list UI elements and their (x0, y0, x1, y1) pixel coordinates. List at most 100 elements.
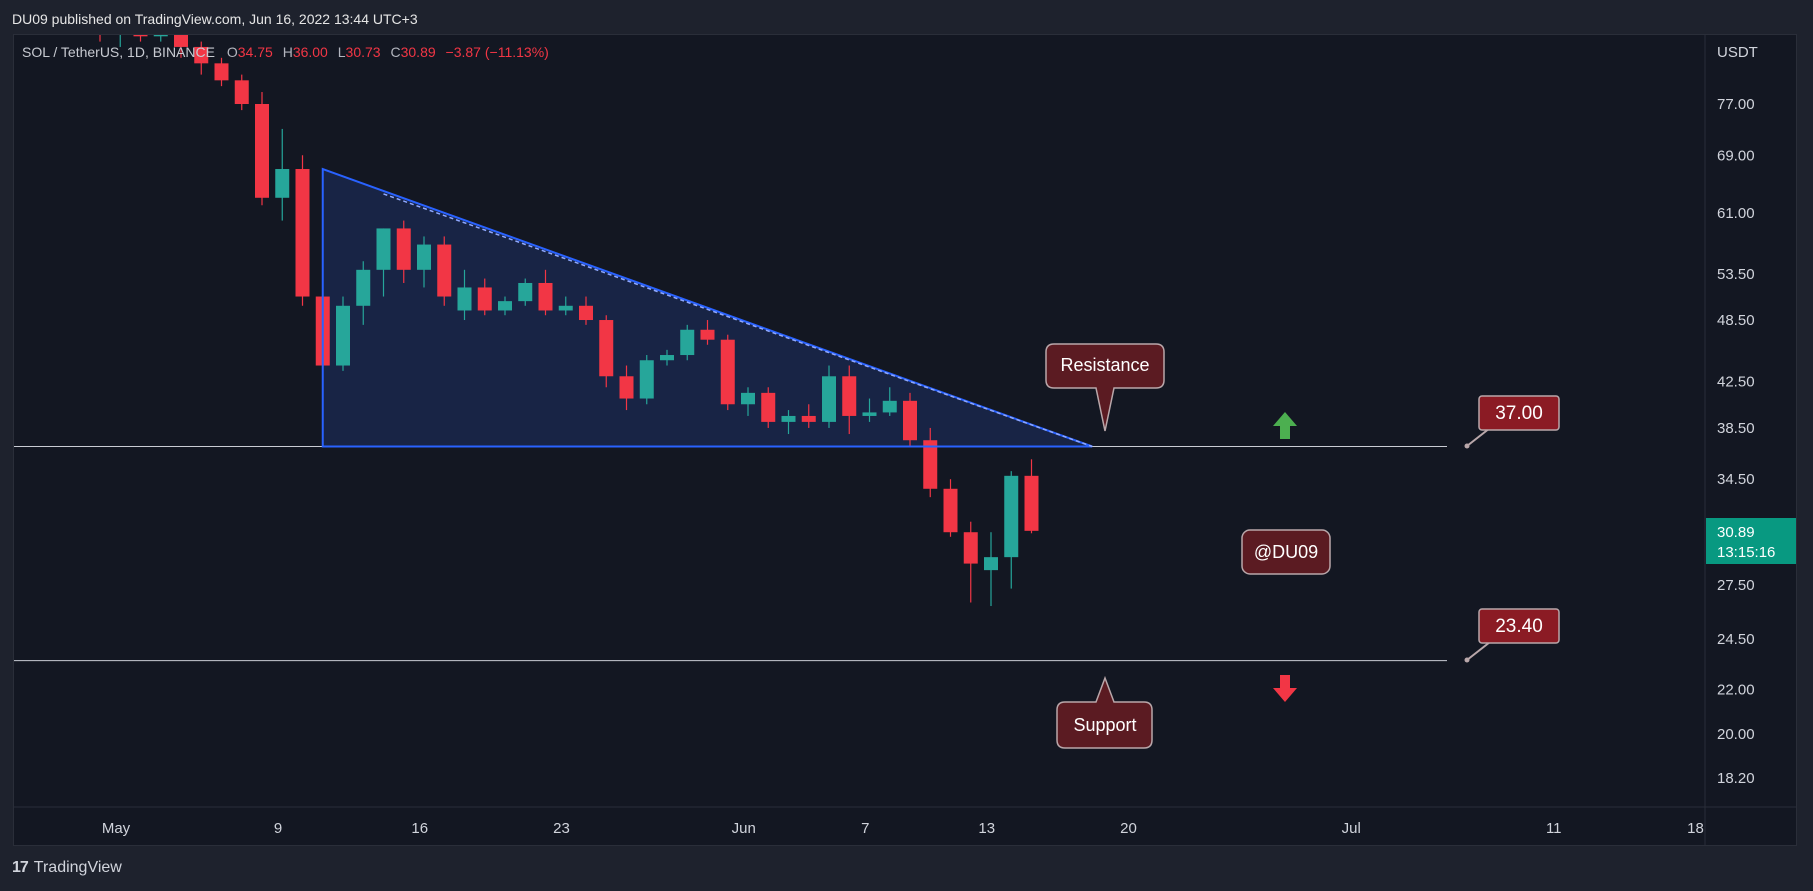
price-axis-tick: 22.00 (1717, 681, 1755, 698)
price-axis-tick: 34.50 (1717, 471, 1755, 488)
candle (457, 269, 472, 321)
candle (882, 387, 897, 416)
candle-body (660, 355, 674, 361)
candle (842, 365, 857, 435)
current-price-badge: 30.89 13:15:16 (1706, 518, 1796, 564)
candle (194, 41, 209, 75)
candle-body (963, 532, 978, 564)
arrow-down-icon (1273, 675, 1297, 702)
time-axis-tick: 7 (861, 820, 869, 837)
time-axis-tick: 9 (274, 820, 282, 837)
legend-open-label: O (226, 44, 238, 60)
legend-high-label: H (282, 44, 293, 60)
candle-body (417, 244, 431, 270)
symbol-legend: SOL / TetherUS, 1D, BINANCE O34.75 H36.0… (22, 44, 549, 60)
tradingview-logo[interactable]: 17 TradingView (12, 859, 122, 877)
candle-body (538, 282, 553, 311)
candle-body (923, 440, 938, 489)
resistance-callout-label: Resistance (1060, 355, 1149, 375)
candle (761, 387, 776, 428)
candle (558, 296, 573, 316)
candle (498, 296, 512, 316)
candle-body (518, 282, 533, 302)
candle (599, 315, 614, 388)
author-tag-label: @DU09 (1254, 542, 1318, 562)
support-callout[interactable]: Support (1056, 675, 1153, 749)
candle-body (336, 305, 350, 366)
price-label-2340[interactable]: 23.40 (1464, 608, 1560, 663)
legend-close-label: C (390, 44, 401, 60)
candle-body (93, 0, 107, 31)
candle (295, 155, 310, 306)
candle (619, 365, 634, 411)
candle-body (396, 228, 411, 270)
price-axis-ticks[interactable]: 77.00 69.00 61.00 53.50 48.50 42.50 38.50 34.50… (1717, 96, 1755, 787)
tradingview-logo-icon: 17 (12, 859, 29, 876)
time-axis-tick: 20 (1120, 820, 1137, 837)
candle-body (153, 35, 168, 37)
time-axis-ticks[interactable]: May 9 16 23 Jun 7 13 20 Jul 11 18 (102, 820, 1704, 837)
time-axis-tick: May (102, 820, 131, 837)
price-axis-tick: 20.00 (1717, 726, 1755, 743)
candle (396, 220, 411, 283)
candle (801, 404, 816, 428)
candle-body (214, 63, 229, 81)
resistance-callout[interactable]: Resistance (1045, 343, 1165, 432)
price-axis-currency: USDT (1717, 44, 1758, 61)
arrow-up-icon (1273, 412, 1297, 439)
support-callout-label: Support (1073, 715, 1136, 735)
legend-open: 34.75 (237, 44, 273, 60)
candle-body (255, 104, 269, 198)
candle-body (498, 301, 512, 311)
time-axis-tick: 11 (1546, 820, 1562, 837)
candle (234, 74, 249, 111)
candle-body (984, 557, 998, 571)
time-axis-tick: Jun (732, 820, 756, 837)
time-axis-tick: 13 (978, 820, 995, 837)
candle (660, 349, 674, 366)
candle-body (862, 412, 877, 416)
price-axis-tick: 38.50 (1717, 420, 1755, 437)
candle-body (619, 376, 634, 399)
price-axis-tick: 24.50 (1717, 631, 1755, 648)
candle-body (558, 305, 573, 311)
candle (720, 334, 735, 411)
price-label-2340-text: 23.40 (1495, 616, 1543, 637)
time-axis-tick: 23 (553, 820, 570, 837)
candle-body (882, 400, 897, 413)
price-axis-tick: 48.50 (1717, 312, 1755, 329)
time-axis-tick: Jul (1342, 820, 1361, 837)
candle (214, 57, 229, 87)
candle-body (234, 80, 249, 104)
candle-body (943, 488, 958, 533)
candle-body (457, 287, 472, 311)
triangle-pattern-outline[interactable] (321, 167, 1093, 448)
candle-body (295, 169, 310, 297)
candle (477, 278, 492, 316)
candle-body (700, 329, 715, 340)
candle (356, 261, 371, 325)
candle-body (639, 360, 654, 399)
candle-body (579, 305, 593, 321)
price-label-37[interactable]: 37.00 (1464, 395, 1560, 449)
candle-body (133, 35, 148, 37)
candle (680, 324, 695, 361)
candle (1024, 459, 1039, 534)
candle (822, 365, 836, 428)
time-axis-tick: 18 (1687, 820, 1704, 837)
candle (984, 532, 998, 607)
candle (417, 236, 431, 288)
candle (174, 35, 188, 58)
legend-close: 30.89 (400, 44, 436, 60)
candle (903, 392, 917, 447)
candle (153, 35, 168, 42)
candle-body (741, 392, 755, 405)
candle-body (781, 415, 796, 422)
author-tag[interactable]: @DU09 (1241, 529, 1331, 575)
candle (275, 128, 290, 221)
candle (376, 228, 391, 297)
candle (255, 92, 269, 206)
legend-low: 30.73 (345, 44, 381, 60)
candle-body (194, 46, 209, 64)
